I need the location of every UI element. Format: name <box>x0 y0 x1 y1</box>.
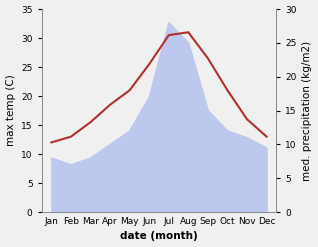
Y-axis label: med. precipitation (kg/m2): med. precipitation (kg/m2) <box>302 41 313 181</box>
X-axis label: date (month): date (month) <box>120 231 198 242</box>
Y-axis label: max temp (C): max temp (C) <box>5 75 16 146</box>
